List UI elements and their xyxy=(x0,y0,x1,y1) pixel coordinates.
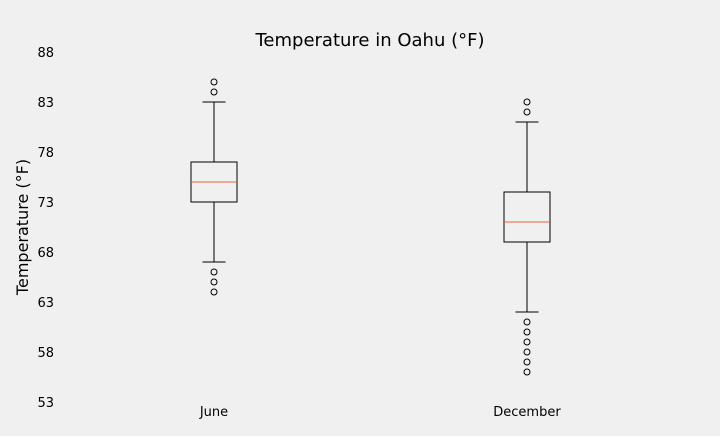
y-axis-label: Temperature (°F) xyxy=(13,159,32,296)
box-group-december xyxy=(503,98,551,376)
y-tick-label: 78 xyxy=(37,146,54,161)
y-tick-label: 83 xyxy=(37,96,54,111)
outlier-point xyxy=(523,318,531,326)
outlier-point xyxy=(523,98,531,106)
y-tick-label: 68 xyxy=(37,246,54,261)
outlier-point xyxy=(523,368,531,376)
y-tick-label: 53 xyxy=(37,396,54,411)
x-axis-ticks: June December xyxy=(199,405,562,420)
outlier-point xyxy=(523,338,531,346)
box-plots xyxy=(190,78,551,376)
outlier-point xyxy=(523,348,531,356)
chart-title: Temperature in Oahu (°F) xyxy=(254,30,484,51)
y-tick-label: 73 xyxy=(37,196,54,211)
y-tick-label: 63 xyxy=(37,296,54,311)
outlier-point xyxy=(523,108,531,116)
y-tick-label: 88 xyxy=(37,46,54,61)
outlier-point xyxy=(210,88,218,96)
x-tick-label: December xyxy=(493,405,561,420)
outlier-point xyxy=(523,328,531,336)
box-iqr xyxy=(503,191,551,243)
outlier-point xyxy=(210,288,218,296)
outlier-point xyxy=(210,268,218,276)
outlier-point xyxy=(210,78,218,86)
box-group-june xyxy=(190,78,238,296)
x-tick-label: June xyxy=(199,405,228,420)
outlier-point xyxy=(210,278,218,286)
y-tick-label: 58 xyxy=(37,346,54,361)
y-axis-ticks: 53 58 63 68 73 78 83 88 xyxy=(37,46,54,411)
outlier-point xyxy=(523,358,531,366)
